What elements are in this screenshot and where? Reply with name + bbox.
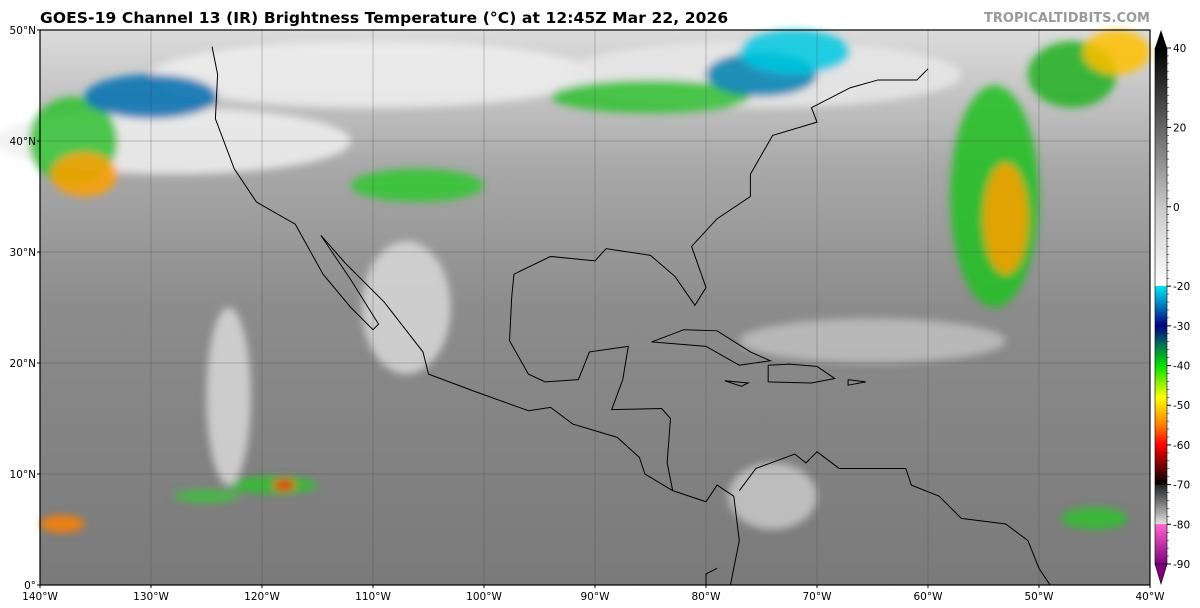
lon-label: 130°W [133, 591, 169, 603]
lon-label: 140°W [22, 591, 58, 603]
lat-label: 30°N [10, 247, 36, 259]
colorbar-min-arrow [1154, 563, 1168, 586]
lon-label: 70°W [803, 591, 833, 603]
colorbar-tick-label: -50 [1173, 400, 1190, 412]
lon-label: 80°W [692, 591, 722, 603]
colorbar-tick-label: -80 [1173, 519, 1190, 531]
colorbar-max-arrow [1155, 30, 1167, 48]
colorbar-tick-label: -90 [1173, 559, 1190, 571]
lat-label: 20°N [10, 358, 36, 370]
lon-label: 110°W [355, 591, 391, 603]
colorbar-tick-label: -30 [1173, 321, 1190, 333]
colorbar-tick-label: -60 [1173, 440, 1190, 452]
colorbar-tick-label: -20 [1173, 281, 1190, 293]
lon-label: 90°W [581, 591, 611, 603]
lat-label: 0° [24, 580, 36, 592]
map-title: GOES-19 Channel 13 (IR) Brightness Tempe… [40, 9, 729, 27]
brand-watermark: TROPICALTIDBITS.COM [984, 11, 1150, 26]
lon-label: 40°W [1136, 591, 1166, 603]
colorbar: 40 20 0 -20 -30 -40 -50 -60 -70 -80 -90 [1154, 30, 1190, 586]
graticule [40, 30, 1150, 585]
coastlines [211, 46, 1051, 586]
colorbar-tick-label: 20 [1173, 122, 1186, 134]
lon-label: 100°W [466, 591, 502, 603]
lat-label: 40°N [10, 136, 36, 148]
colorbar-tick-label: 0 [1173, 202, 1180, 214]
lon-label: 120°W [244, 591, 280, 603]
lon-label: 60°W [914, 591, 944, 603]
colorbar-tick-label: -40 [1173, 361, 1190, 373]
colorbar-tick-label: 40 [1173, 43, 1186, 55]
lat-label: 50°N [10, 25, 36, 37]
lat-label: 10°N [10, 469, 36, 481]
colorbar-tick-label: -70 [1173, 480, 1190, 492]
lon-label: 50°W [1025, 591, 1055, 603]
